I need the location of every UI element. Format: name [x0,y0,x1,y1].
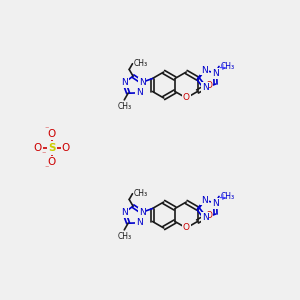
Text: O: O [34,143,42,153]
Text: +: + [219,193,227,202]
Text: S: S [48,143,56,153]
Text: N: N [212,199,218,208]
Text: N: N [201,196,208,205]
Text: ⁻: ⁻ [44,163,49,172]
Text: O: O [183,224,190,232]
Text: N: N [121,208,128,217]
Text: N: N [139,78,146,87]
Text: N: N [121,78,128,87]
Text: N: N [202,213,208,222]
Text: N: N [139,208,146,217]
Text: CH₃: CH₃ [134,189,148,198]
Text: CH₃: CH₃ [117,102,131,111]
Text: ⁻: ⁻ [41,149,46,158]
Text: N: N [201,66,208,75]
Text: CH₃: CH₃ [134,59,148,68]
Text: O: O [48,129,56,139]
Text: N: N [136,218,142,227]
Text: N: N [212,69,218,78]
Text: N: N [202,83,208,92]
Text: O: O [48,157,56,167]
Text: O: O [205,211,212,220]
Text: O: O [62,143,70,153]
Text: CH₃: CH₃ [221,192,235,201]
Text: ⁻: ⁻ [44,124,49,133]
Text: O: O [183,94,190,103]
Text: N: N [136,88,142,97]
Text: CH₃: CH₃ [221,62,235,71]
Text: O: O [205,80,212,89]
Text: +: + [219,63,227,72]
Text: CH₃: CH₃ [117,232,131,241]
